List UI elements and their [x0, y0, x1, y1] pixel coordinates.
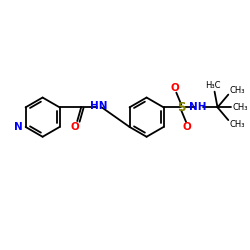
Text: NH: NH	[189, 102, 207, 112]
Text: HN: HN	[90, 101, 108, 111]
Text: S: S	[177, 101, 186, 114]
Text: CH₃: CH₃	[232, 103, 248, 112]
Text: N: N	[14, 122, 23, 132]
Text: CH₃: CH₃	[230, 120, 245, 128]
Text: O: O	[183, 122, 192, 132]
Text: O: O	[71, 122, 80, 132]
Text: O: O	[171, 83, 180, 93]
Text: H₃C: H₃C	[205, 81, 220, 90]
Text: CH₃: CH₃	[230, 86, 245, 95]
